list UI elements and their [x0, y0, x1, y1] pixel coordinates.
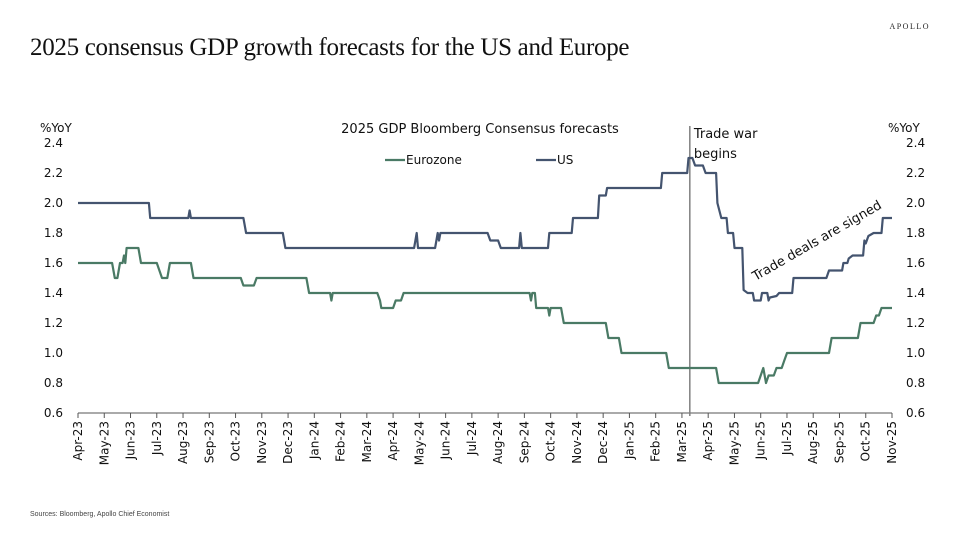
x-tick-label: May-23: [97, 421, 111, 465]
x-tick-label: Feb-24: [334, 421, 348, 462]
x-tick-label: Jan-25: [622, 421, 636, 460]
series-group: [78, 156, 892, 385]
x-tick-label: Oct-25: [859, 421, 873, 461]
x-tick-label: May-25: [727, 421, 741, 465]
y-tick-label-right: 2.0: [906, 196, 925, 210]
y-tick-label-right: 2.2: [906, 166, 925, 180]
x-tick-label: Jun-25: [754, 421, 768, 460]
source-note: Sources: Bloomberg, Apollo Chief Economi…: [30, 511, 170, 518]
y-tick-label-right: 1.4: [906, 286, 925, 300]
series-line-eurozone: [78, 246, 892, 385]
y-tick-label-right: 1.2: [906, 316, 925, 330]
y-axis-right: 0.6 0.8 1.0 1.2 1.4 1.6 1.8 2.0 2.2 2.4: [906, 136, 925, 420]
x-tick-label: Mar-24: [360, 421, 374, 462]
x-tick-label: Aug-25: [806, 421, 820, 464]
y-axis-label-right: %YoY: [888, 121, 920, 135]
x-axis: Apr-23 May-23 Jun-23 Jul-23 Aug-23 Sep-23 Oct-…: [71, 412, 899, 465]
x-tick-label: Nov-25: [885, 421, 899, 464]
y-axis-left: 0.6 0.8 1.0 1.2 1.4 1.6 1.8 2.0 2.2 2.4: [44, 136, 63, 420]
legend: Eurozone US: [385, 153, 573, 167]
x-tick-label: Jun-23: [124, 421, 138, 460]
y-tick-label-left: 2.4: [44, 136, 63, 150]
page-title: 2025 consensus GDP growth forecasts for …: [30, 34, 630, 61]
x-tick-label: Jul-23: [150, 421, 164, 456]
brand-logo: APOLLO: [889, 22, 930, 31]
legend-label-eurozone: Eurozone: [406, 153, 462, 167]
y-tick-label-right: 1.6: [906, 256, 925, 270]
x-tick-label: Sep-23: [202, 421, 216, 463]
y-tick-label-left: 2.2: [44, 166, 63, 180]
y-tick-label-left: 2.0: [44, 196, 63, 210]
x-tick-label: Aug-24: [491, 421, 505, 464]
y-tick-label-right: 2.4: [906, 136, 925, 150]
y-tick-label-left: 1.0: [44, 346, 63, 360]
y-tick-label-left: 0.8: [44, 376, 63, 390]
x-tick-label: May-24: [412, 421, 426, 465]
y-tick-label-right: 0.8: [906, 376, 925, 390]
chart-title: 2025 GDP Bloomberg Consensus forecasts: [341, 122, 619, 137]
x-tick-label: Apr-25: [701, 421, 715, 461]
x-tick-label: Jul-24: [465, 421, 479, 456]
x-tick-label: Apr-23: [71, 421, 85, 461]
y-tick-label-left: 1.2: [44, 316, 63, 330]
series-line-us: [78, 156, 892, 302]
x-tick-label: Jan-24: [307, 421, 321, 460]
x-tick-label: Sep-25: [832, 421, 846, 463]
x-tick-label: Oct-23: [229, 421, 243, 461]
legend-label-us: US: [557, 153, 573, 167]
x-tick-label: Nov-23: [255, 421, 269, 464]
x-tick-label: Jun-24: [439, 421, 453, 460]
y-tick-label-right: 1.8: [906, 226, 925, 240]
x-tick-label: Oct-24: [544, 421, 558, 461]
y-tick-label-left: 1.4: [44, 286, 63, 300]
y-axis-label-left: %YoY: [40, 121, 72, 135]
y-tick-label-right: 1.0: [906, 346, 925, 360]
trade-war-label: begins: [694, 147, 737, 162]
x-tick-label: Aug-23: [176, 421, 190, 464]
x-tick-label: Nov-24: [570, 421, 584, 464]
trade-war-label: Trade war: [693, 127, 758, 142]
x-tick-label: Dec-23: [281, 421, 295, 464]
x-tick-label: Apr-24: [386, 421, 400, 461]
x-tick-label: Dec-24: [596, 421, 610, 464]
x-tick-label: Mar-25: [675, 421, 689, 462]
y-tick-label-left: 0.6: [44, 406, 63, 420]
y-tick-label-left: 1.6: [44, 256, 63, 270]
x-tick-label: Feb-25: [649, 421, 663, 462]
x-tick-label: Sep-24: [517, 421, 531, 463]
y-tick-label-left: 1.8: [44, 226, 63, 240]
x-tick-label: Jul-25: [780, 421, 794, 456]
y-tick-label-right: 0.6: [906, 406, 925, 420]
